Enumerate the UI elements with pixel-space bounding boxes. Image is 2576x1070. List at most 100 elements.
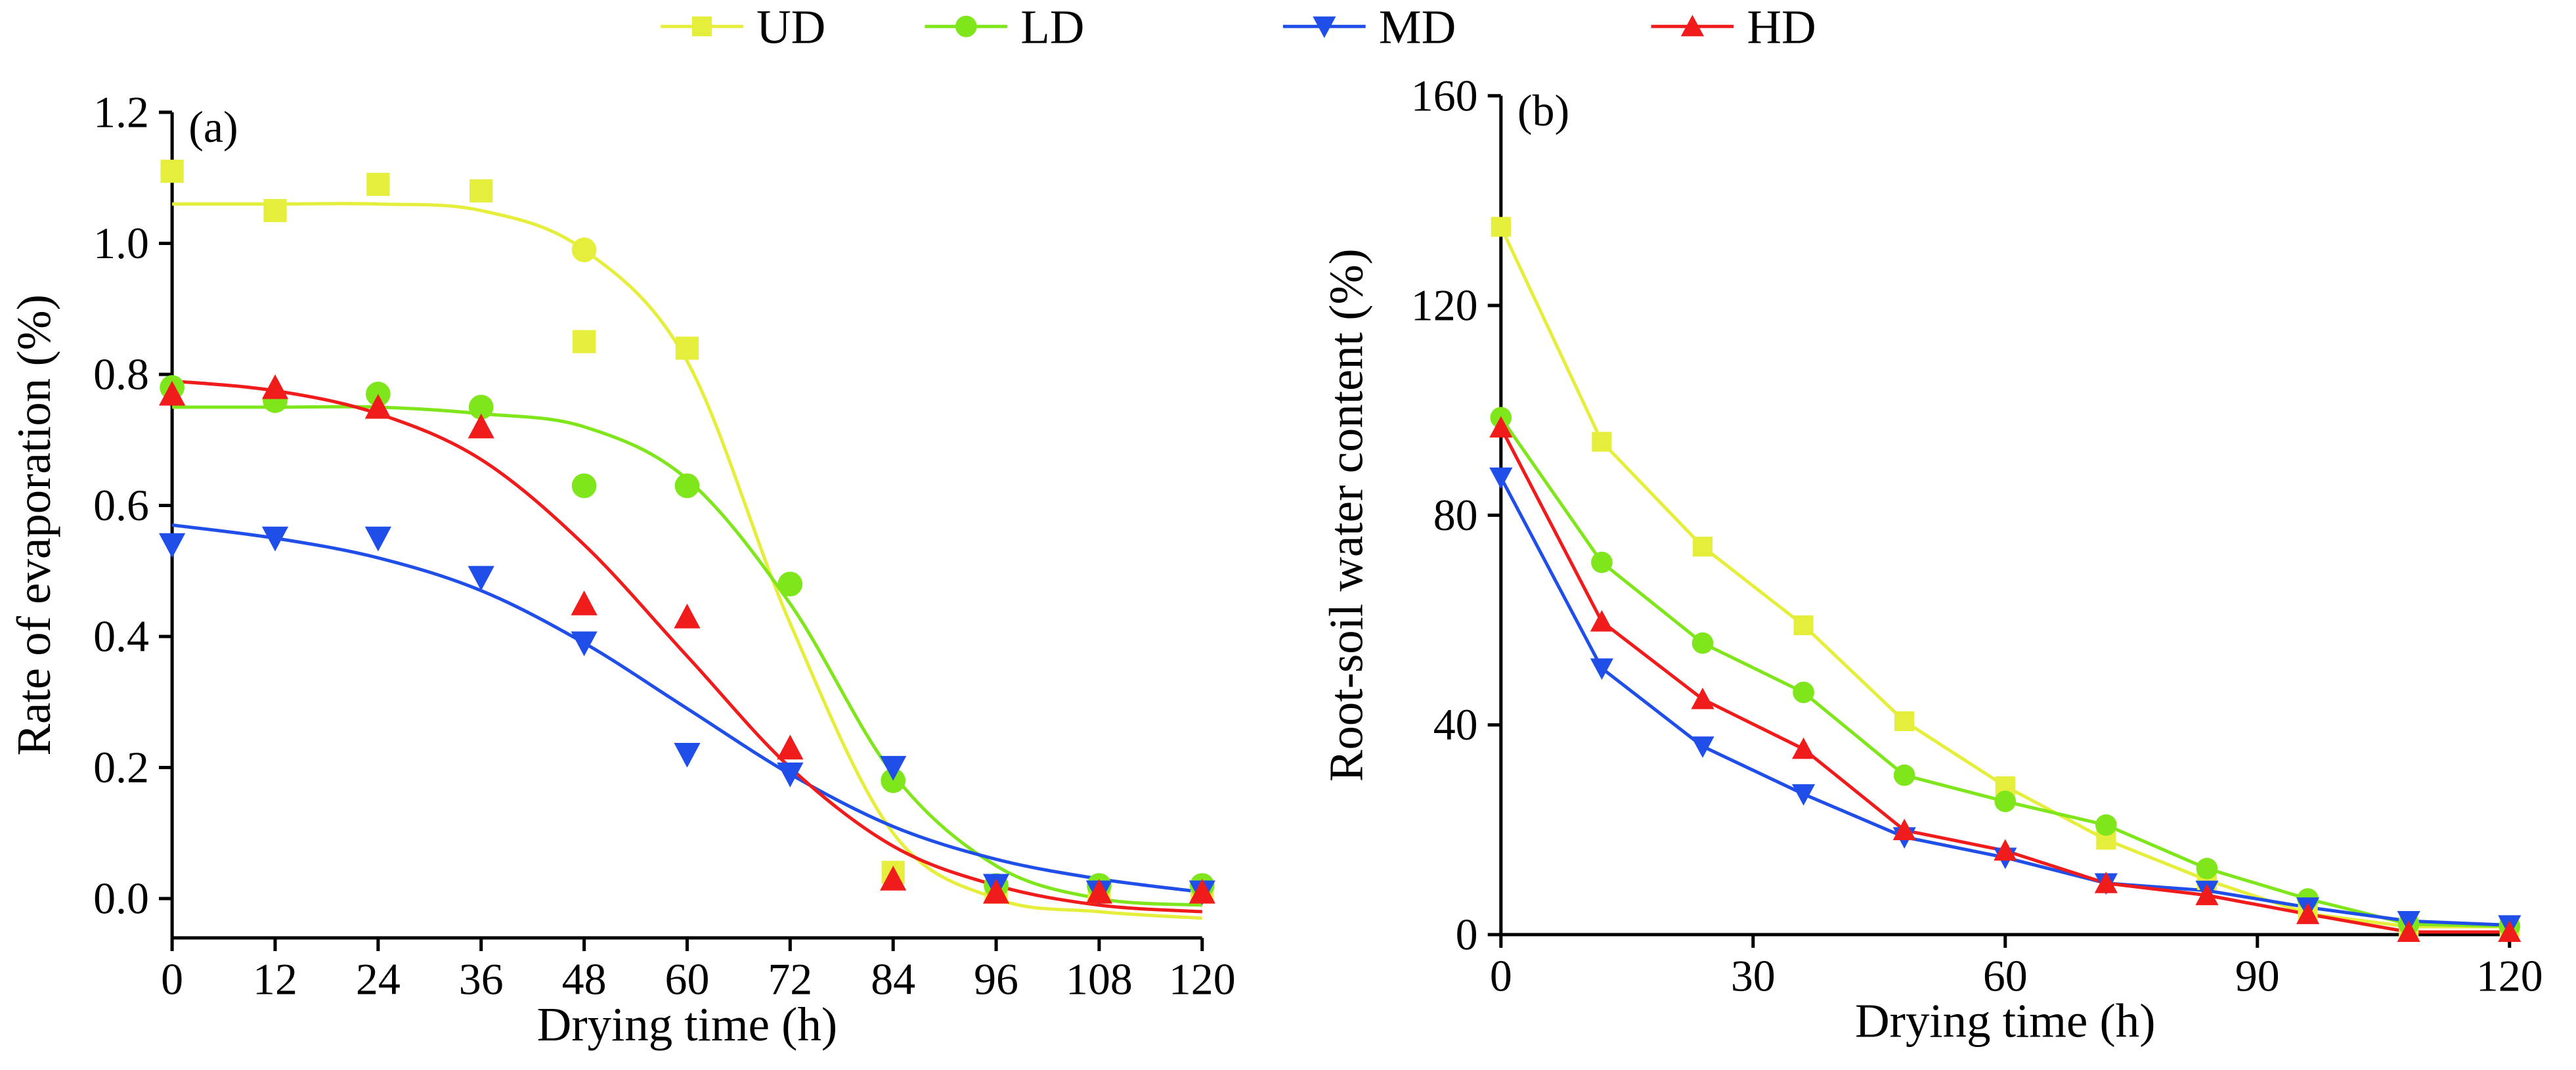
x-tick-label: 60	[665, 954, 710, 1004]
legend-item-ud: UD	[661, 0, 825, 53]
markers-hd	[159, 374, 1215, 904]
data-point-md	[261, 526, 289, 552]
data-point-ud	[263, 198, 287, 223]
data-point-hd	[2498, 920, 2521, 942]
legend-marker-triangle-down	[1313, 16, 1336, 38]
panel-b-root-soil-water: 0 40 80 120 160 0 30 60 90 120 Drying time (h) Root…	[1320, 71, 2543, 1047]
fit-curve	[171, 523, 1203, 894]
data-point-ud	[469, 179, 493, 203]
legend-marker-circle	[955, 15, 977, 37]
legend-item-hd: HD	[1651, 0, 1816, 53]
y-axis-label: Rate of evaporation (%)	[7, 294, 60, 755]
data-point-ld	[1994, 790, 2017, 813]
data-point-md	[1791, 784, 1816, 806]
data-point-hd	[777, 734, 804, 760]
data-point-ud	[1491, 217, 1511, 237]
data-point-md	[880, 755, 907, 781]
data-point-md	[468, 566, 494, 591]
legend: UD LD MD HD	[661, 0, 1816, 53]
legend-label: LD	[1020, 0, 1084, 53]
data-point-hd	[468, 413, 494, 439]
data-point-hd	[2296, 903, 2320, 924]
fit-curve	[172, 202, 1202, 920]
data-point-ld	[571, 473, 597, 499]
fit-curve	[171, 379, 1202, 914]
x-tick-label: 0	[161, 954, 183, 1004]
data-point-hd	[1085, 878, 1113, 904]
y-tick-label: 0	[1456, 910, 1478, 959]
data-point-ud	[366, 173, 390, 196]
data-point-md	[674, 742, 701, 768]
legend-label: MD	[1379, 0, 1456, 53]
data-point-ud	[1692, 537, 1713, 557]
markers-md	[159, 526, 1215, 906]
data-point-ld	[1591, 551, 1613, 573]
legend-marker-triangle-up	[1680, 14, 1704, 37]
data-point-ud	[675, 336, 699, 360]
series-ud	[1499, 226, 2510, 929]
data-point-md	[1590, 658, 1613, 680]
data-point-ud	[1592, 432, 1612, 452]
x-tick-label: 60	[1983, 951, 2028, 1000]
y-tick-label: 120	[1411, 281, 1478, 330]
x-tick-label: 108	[1066, 954, 1133, 1004]
data-point-ud	[1894, 711, 1915, 732]
data-point-ud	[160, 160, 184, 183]
data-point-hd	[1189, 878, 1215, 904]
data-point-hd	[1892, 818, 1916, 841]
data-point-hd	[1791, 737, 1816, 759]
legend-label: HD	[1747, 0, 1816, 53]
data-point-hd	[1691, 687, 1714, 709]
data-point-ud	[572, 330, 596, 353]
x-tick-label: 12	[253, 954, 297, 1004]
y-tick-label: 0.0	[93, 874, 149, 924]
data-point-hd	[2094, 872, 2118, 893]
data-point-hd	[261, 374, 289, 399]
data-point-ld	[468, 394, 494, 420]
series-hd	[171, 379, 1202, 914]
data-point-hd	[674, 603, 701, 629]
data-point-ld	[674, 473, 700, 499]
legend-marker-square	[691, 16, 712, 37]
legend-item-ld: LD	[925, 0, 1084, 53]
x-tick-label: 24	[356, 954, 401, 1004]
y-tick-label: 40	[1433, 700, 1478, 749]
data-point-md	[1489, 467, 1513, 489]
y-tick-label: 160	[1411, 71, 1478, 120]
data-point-ud	[571, 237, 597, 263]
data-point-hd	[571, 591, 598, 615]
x-tick-label: 36	[459, 954, 504, 1004]
data-point-ld	[2196, 857, 2218, 880]
y-tick-label: 1.0	[93, 219, 149, 268]
series-md	[171, 523, 1203, 894]
panel-label: (b)	[1517, 86, 1569, 135]
markers-ld	[160, 375, 1215, 898]
data-point-hd	[880, 865, 907, 891]
data-point-md	[364, 526, 391, 552]
markers-ud	[1491, 217, 2520, 937]
data-point-ld	[1692, 632, 1714, 654]
data-point-ld	[2095, 814, 2117, 836]
data-point-hd	[2397, 920, 2420, 942]
data-point-hd	[2195, 883, 2219, 906]
data-point-hd	[1994, 839, 2017, 861]
x-axis-label: Drying time (h)	[1855, 994, 2155, 1048]
data-point-ld	[1793, 681, 1814, 703]
data-point-hd	[982, 878, 1010, 904]
markers-ud	[160, 160, 1214, 904]
series-line	[1499, 226, 2510, 929]
data-point-hd	[159, 380, 186, 406]
x-tick-label: 48	[562, 954, 607, 1004]
panel-a-evaporation-rate: 0.0 0.2 0.4 0.6 0.8 1.0 1.2 0 12 24 36 48 60 72 84 96 10…	[7, 88, 1236, 1051]
x-tick-label: 84	[871, 954, 915, 1004]
x-tick-label: 90	[2235, 951, 2280, 1000]
data-point-ld	[777, 571, 803, 597]
x-tick-label: 120	[1169, 954, 1236, 1004]
y-axis-label: Root-soil water content (%)	[1320, 248, 1373, 782]
series-ud	[172, 202, 1202, 920]
x-tick-label: 30	[1731, 951, 1776, 1000]
x-tick-label: 120	[2476, 951, 2543, 1000]
legend-label: UD	[756, 0, 825, 53]
y-tick-label: 0.6	[93, 481, 149, 530]
